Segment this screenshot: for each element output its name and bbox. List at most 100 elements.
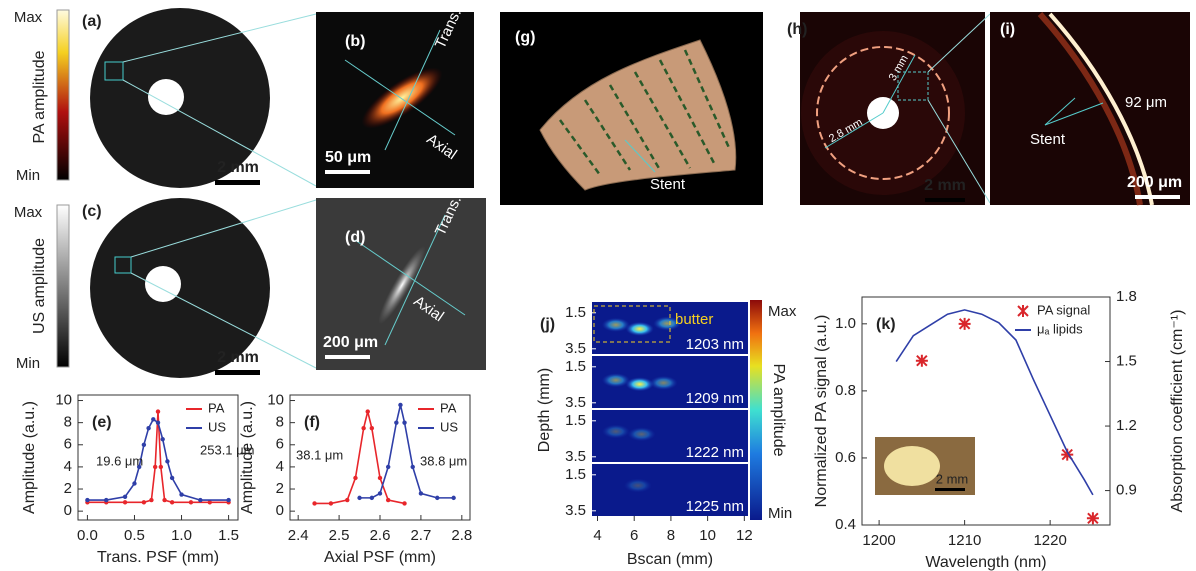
x-axis-label: Bscan (mm) bbox=[627, 551, 713, 568]
marker bbox=[104, 498, 108, 502]
x-tick-label: 8 bbox=[667, 527, 675, 544]
scale-text: 2 mm bbox=[936, 471, 969, 486]
signal bbox=[602, 318, 630, 332]
panel-label: (h) bbox=[787, 21, 807, 38]
x-tick-label: 2.4 bbox=[288, 527, 309, 544]
x-tick-label: 2.7 bbox=[410, 527, 431, 544]
y-tick-label: 1.5 bbox=[565, 466, 586, 483]
y-tick-label: 1.5 bbox=[565, 358, 586, 375]
x-tick-label: 0.5 bbox=[124, 527, 145, 544]
marker bbox=[451, 496, 455, 500]
marker bbox=[329, 501, 333, 505]
marker bbox=[916, 355, 928, 367]
scale-text: 50 μm bbox=[325, 149, 371, 166]
panel-h: 3 mm 2.8 mm 2 mm (h) bbox=[787, 12, 990, 205]
marker bbox=[85, 498, 89, 502]
x-tick-label: 2.8 bbox=[451, 527, 472, 544]
legend-label: PA signal bbox=[1037, 302, 1090, 317]
colorbar-min: Min bbox=[16, 167, 40, 184]
marker bbox=[159, 465, 163, 469]
marker bbox=[394, 420, 398, 424]
colorbar-max: Max bbox=[14, 9, 43, 26]
y-tick-label: 10 bbox=[55, 391, 72, 408]
x-tick-label: 1210 bbox=[948, 532, 981, 549]
legend-label: US bbox=[208, 419, 226, 434]
colorbar-min: Min bbox=[16, 355, 40, 372]
colorbar-min: Min bbox=[768, 505, 792, 522]
scale-bar bbox=[325, 355, 370, 359]
x-axis-label: Wavelength (nm) bbox=[925, 554, 1046, 571]
panel-label: (c) bbox=[82, 203, 102, 220]
marker bbox=[398, 403, 402, 407]
y-axis-label: Amplitude (a.u.) bbox=[239, 401, 256, 514]
marker bbox=[1087, 512, 1099, 524]
marker bbox=[123, 500, 127, 504]
y-tick-label: 3.5 bbox=[565, 340, 586, 357]
y-tick-label: 4 bbox=[276, 458, 284, 475]
row-label: 1225 nm bbox=[686, 498, 744, 515]
panel-label: (k) bbox=[876, 316, 896, 333]
row-label: 1203 nm bbox=[686, 336, 744, 353]
marker bbox=[189, 500, 193, 504]
colorbar-label: PA amplitude bbox=[31, 50, 48, 143]
marker bbox=[370, 426, 374, 430]
marker bbox=[378, 476, 382, 480]
row-label: 1209 nm bbox=[686, 390, 744, 407]
annotation: 38.1 μm bbox=[296, 447, 343, 462]
marker bbox=[959, 318, 971, 330]
y-tick-label: 1.5 bbox=[565, 412, 586, 429]
annotation: Stent bbox=[650, 176, 686, 193]
x-tick-label: 6 bbox=[630, 527, 638, 544]
marker bbox=[361, 426, 365, 430]
scale-text: 200 μm bbox=[1127, 174, 1182, 191]
x-tick-label: 4 bbox=[593, 527, 601, 544]
legend-marker bbox=[1018, 305, 1028, 317]
x-tick-label: 2.5 bbox=[329, 527, 350, 544]
panel-label: (g) bbox=[515, 29, 535, 46]
marker bbox=[312, 501, 316, 505]
y-axis-label: Amplitude (a.u.) bbox=[21, 401, 38, 514]
panel-label: (b) bbox=[345, 33, 365, 50]
x-tick-label: 12 bbox=[736, 527, 753, 544]
x-axis-label: Trans. PSF (mm) bbox=[97, 549, 219, 566]
annotation: 38.8 μm bbox=[420, 453, 467, 468]
panel-label: (a) bbox=[82, 13, 102, 30]
y-tick-label: 1.0 bbox=[835, 315, 856, 332]
x-tick-label: 1220 bbox=[1033, 532, 1066, 549]
y-tick-label: 1.5 bbox=[565, 304, 586, 321]
marker bbox=[151, 417, 155, 421]
y-tick-label: 6 bbox=[64, 436, 72, 453]
colorbar-max: Max bbox=[768, 303, 797, 320]
signal bbox=[626, 322, 654, 336]
marker bbox=[142, 443, 146, 447]
marker bbox=[165, 459, 169, 463]
marker bbox=[353, 476, 357, 480]
colorbar bbox=[57, 205, 69, 367]
signal bbox=[628, 427, 656, 441]
marker bbox=[366, 409, 370, 413]
y-tick-label: 3.5 bbox=[565, 448, 586, 465]
signal bbox=[602, 425, 630, 439]
marker bbox=[411, 465, 415, 469]
row-label: 1222 nm bbox=[686, 444, 744, 461]
panel-a: Max Min PA amplitude 2 mm (a) bbox=[14, 8, 316, 188]
y-axis-label: Normalized PA signal (a.u.) bbox=[813, 315, 830, 508]
y-tick-label: 0 bbox=[276, 502, 284, 519]
marker bbox=[386, 465, 390, 469]
x-tick-label: 0.0 bbox=[77, 527, 98, 544]
scale-bar bbox=[1135, 195, 1180, 199]
marker bbox=[419, 491, 423, 495]
annotation: butter bbox=[675, 311, 713, 328]
marker bbox=[123, 495, 127, 499]
marker bbox=[179, 492, 183, 496]
signal bbox=[626, 377, 654, 391]
y-axis-label: Depth (mm) bbox=[536, 368, 553, 452]
signal bbox=[602, 373, 630, 387]
y-tick-label: 8 bbox=[276, 414, 284, 431]
panel-label: (i) bbox=[1000, 21, 1015, 38]
panel-i: Stent 92 μm 200 μm (i) bbox=[990, 12, 1190, 205]
colorbar bbox=[750, 300, 762, 520]
x-tick-label: 1.5 bbox=[218, 527, 239, 544]
x-tick-label: 1200 bbox=[862, 532, 895, 549]
marker bbox=[345, 498, 349, 502]
